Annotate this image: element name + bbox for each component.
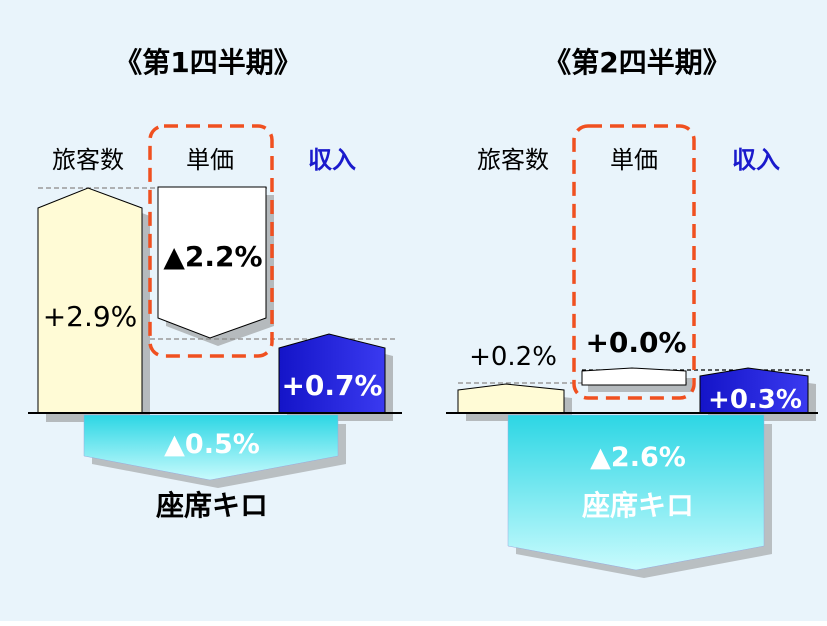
passengers-value: +0.2%: [469, 342, 557, 372]
revenue-value: +0.3%: [708, 385, 802, 415]
unit-price-value: ▲2.2%: [163, 240, 262, 273]
header-unit-price: 単価: [610, 146, 658, 174]
seat-km-value: ▲0.5%: [164, 429, 260, 460]
header-revenue: 収入: [732, 146, 780, 174]
panel-title: 《第2四半期》: [543, 46, 730, 79]
seat-km-label: 座席キロ: [156, 489, 268, 522]
header-unit-price: 単価: [186, 146, 234, 174]
panel-q1: 《第1四半期》 旅客数 単価 収入 +2.9% ▲2.2% +0.7%: [28, 46, 402, 522]
unit-price-bar: [157, 186, 274, 346]
header-passengers: 旅客数: [477, 146, 549, 174]
panel-title: 《第1四半期》: [114, 46, 301, 79]
revenue-bar: [278, 333, 393, 421]
passengers-bar: [37, 187, 150, 422]
unit-price-highlight-box: [572, 124, 696, 400]
header-revenue: 収入: [308, 146, 356, 174]
seat-km-bar: [83, 414, 346, 488]
unit-price-bar: [581, 367, 692, 392]
revenue-bar: [699, 367, 816, 421]
seat-km-value: ▲2.6%: [590, 442, 686, 473]
passengers-value: +2.9%: [43, 300, 138, 333]
unit-price-highlight-box: [148, 124, 274, 358]
unit-price-value: +0.0%: [585, 326, 686, 359]
panel-q2: 《第2四半期》 旅客数 単価 収入 +0.2% +0.0% +0.3%: [446, 46, 818, 578]
revenue-value: +0.7%: [281, 369, 382, 402]
seat-km-label: 座席キロ: [582, 489, 694, 522]
header-passengers: 旅客数: [52, 146, 124, 174]
seat-km-bar: [507, 414, 772, 578]
